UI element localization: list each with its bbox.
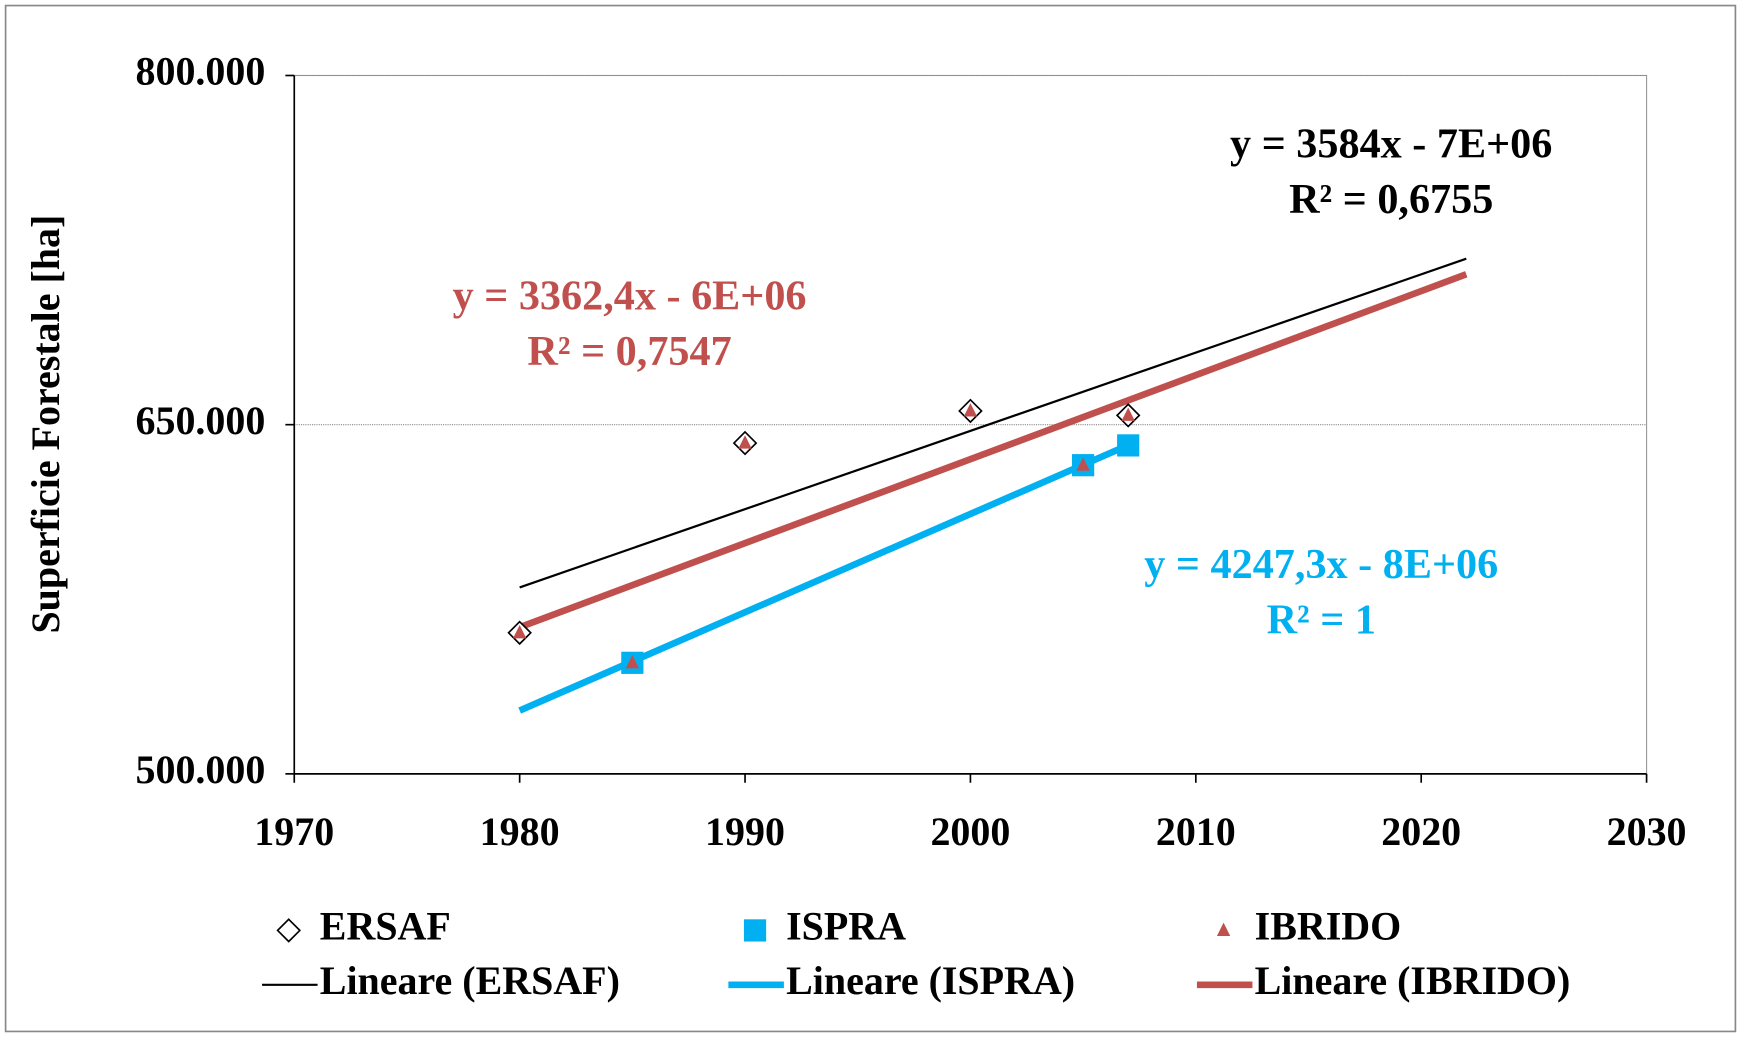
legend-label: Lineare (IBRIDO)	[1255, 958, 1571, 1003]
legend-label: ERSAF	[320, 904, 451, 949]
legend-swatch	[743, 919, 767, 942]
trend-line	[519, 257, 1467, 589]
trend-equation: y = 4247,3x - 8E+06	[1144, 541, 1498, 588]
y-tick-label: 500.000	[135, 747, 265, 792]
trend-equation: y = 3362,4x - 6E+06	[453, 272, 807, 319]
trend-line	[518, 442, 1130, 714]
x-tick-label: 1980	[480, 809, 560, 854]
trend-equation: R² = 1	[1267, 597, 1376, 644]
y-tick-label: 650.000	[135, 398, 265, 443]
trend-equation: R² = 0,7547	[527, 328, 731, 375]
x-tick-label: 2010	[1156, 809, 1236, 854]
point	[738, 435, 752, 449]
trend-equation: y = 3584x - 7E+06	[1230, 120, 1552, 167]
x-tick-label: 1970	[254, 809, 334, 854]
point	[1117, 434, 1140, 457]
point	[625, 655, 640, 669]
y-axis-title: Superficie Forestale [ha]	[23, 215, 68, 634]
x-tick-label: 2000	[930, 809, 1010, 854]
x-tick-label: 2030	[1607, 809, 1687, 854]
point	[963, 403, 978, 417]
y-tick-label: 800.000	[135, 49, 265, 94]
point	[512, 625, 527, 639]
x-tick-label: 2020	[1381, 809, 1461, 854]
point	[1076, 457, 1090, 471]
legend-label: Lineare (ERSAF)	[320, 958, 620, 1003]
trend-line	[518, 271, 1468, 631]
x-tick-label: 1990	[705, 809, 785, 854]
legend-swatch	[276, 918, 301, 943]
legend-label: IBRIDO	[1255, 904, 1402, 949]
legend-label: Lineare (ISPRA)	[786, 958, 1075, 1003]
legend-swatch	[1216, 922, 1231, 936]
point	[1121, 407, 1135, 421]
legend-label: ISPRA	[786, 904, 906, 949]
trend-equation: R² = 0,6755	[1289, 176, 1493, 223]
